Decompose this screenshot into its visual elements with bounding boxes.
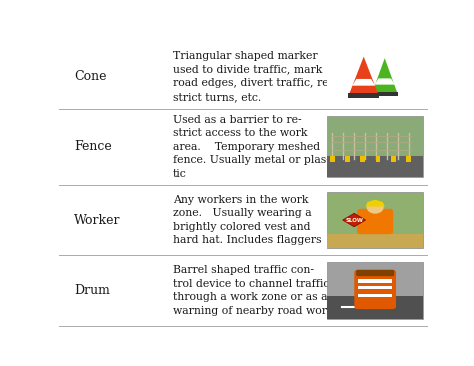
Text: SLOW: SLOW (345, 217, 363, 223)
Text: Cone: Cone (74, 70, 107, 83)
Text: Used as a barrier to re-
strict access to the work
area.    Temporary meshed
fen: Used as a barrier to re- strict access t… (173, 115, 330, 179)
Text: Drum: Drum (74, 284, 110, 297)
Bar (328, 156, 423, 177)
Bar (330, 156, 335, 162)
Bar (328, 192, 423, 248)
Bar (348, 93, 380, 98)
Polygon shape (352, 79, 375, 86)
Polygon shape (349, 57, 378, 94)
Bar (328, 296, 423, 319)
Polygon shape (343, 213, 365, 227)
Text: Any workers in the work
zone.   Usually wearing a
brightly colored vest and
hard: Any workers in the work zone. Usually we… (173, 195, 322, 246)
Bar (328, 116, 423, 177)
Bar (328, 262, 423, 319)
Bar (328, 234, 423, 248)
Bar (406, 156, 411, 162)
Text: Worker: Worker (74, 213, 120, 227)
Text: Fence: Fence (74, 140, 112, 153)
Bar (328, 51, 423, 102)
Text: Triangular shaped marker
used to divide traffic, mark
road edges, divert traffic: Triangular shaped marker used to divide … (173, 51, 332, 102)
Bar (376, 156, 381, 162)
Bar (360, 156, 365, 162)
Bar (391, 156, 396, 162)
Bar (358, 294, 392, 297)
Bar (345, 156, 350, 162)
Polygon shape (372, 58, 397, 93)
Polygon shape (374, 78, 395, 85)
Text: Barrel shaped traffic con-
trol device to channel traffic
through a work zone or: Barrel shaped traffic con- trol device t… (173, 265, 334, 316)
Bar (371, 92, 398, 96)
FancyBboxPatch shape (354, 270, 396, 309)
FancyBboxPatch shape (356, 270, 394, 276)
Bar (358, 279, 392, 283)
Polygon shape (365, 200, 385, 206)
Circle shape (366, 201, 384, 214)
FancyBboxPatch shape (357, 209, 393, 234)
Bar (358, 286, 392, 290)
